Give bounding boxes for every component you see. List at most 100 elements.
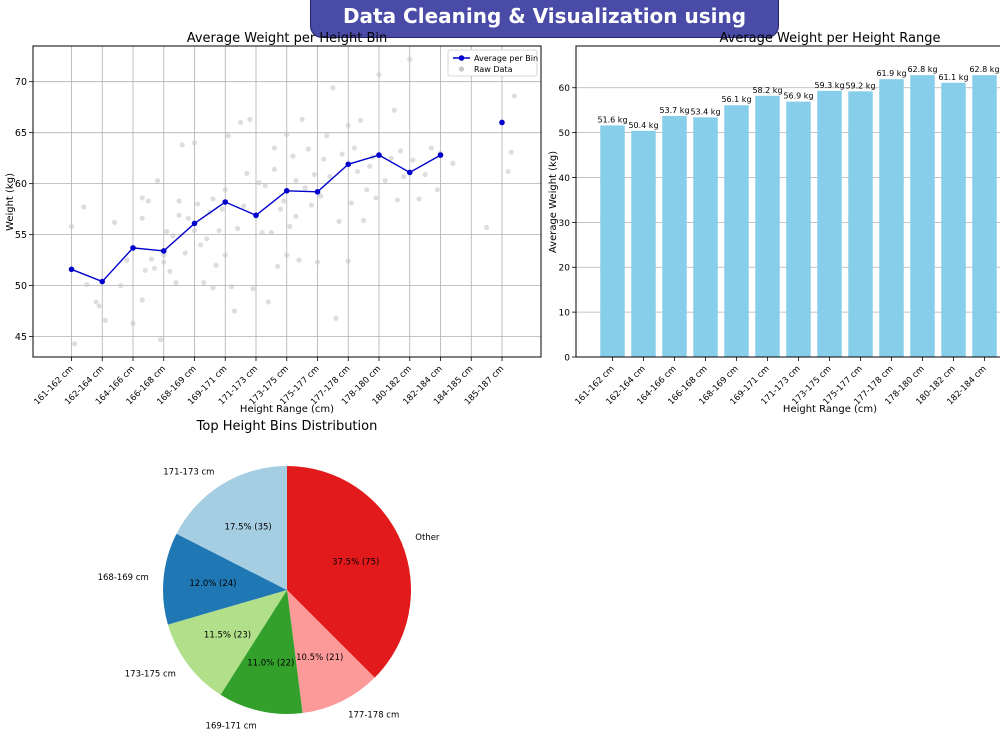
raw-data-point (222, 252, 228, 258)
pie-pct-label: 17.5% (35) (225, 523, 272, 533)
pie-slice-label: 171-173 cm (163, 468, 214, 478)
raw-data-point (164, 228, 170, 235)
raw-data-point (361, 217, 367, 223)
bar (786, 101, 811, 357)
raw-data-point (238, 119, 244, 126)
x-axis-label: Height Range (cm) (240, 404, 334, 415)
pie-pct-label: 11.5% (23) (204, 631, 251, 641)
raw-data-point (410, 157, 416, 163)
raw-data-point (176, 198, 182, 204)
raw-data-point (204, 236, 210, 242)
raw-data-point (293, 177, 299, 184)
raw-data-point (210, 196, 216, 202)
raw-data-point (158, 337, 164, 343)
bar-data-label: 53.7 kg (659, 106, 689, 115)
bar-data-label: 56.1 kg (721, 95, 751, 104)
bar (910, 75, 935, 357)
average-point (253, 212, 259, 219)
raw-data-point (71, 341, 78, 347)
y-tick-label: 50 (15, 281, 27, 292)
pie-slice-label: 173-175 cm (125, 669, 176, 679)
pie-slice (220, 590, 303, 715)
raw-data-point (161, 252, 167, 258)
bar-data-label: 62.8 kg (969, 65, 999, 74)
bar (972, 75, 997, 357)
raw-data-point (299, 116, 305, 123)
bar-data-label: 51.6 kg (597, 115, 627, 124)
raw-data-point (139, 297, 145, 303)
raw-data-point (357, 117, 364, 124)
raw-data-point (118, 283, 124, 289)
y-axis-label: Average Weight (kg) (548, 151, 559, 253)
page-title: Data Cleaning & Visualization using Pyth… (310, 0, 779, 66)
average-point (345, 161, 352, 168)
raw-data-point (311, 171, 318, 178)
pie-pct-label: 37.5% (75) (332, 558, 379, 568)
raw-data-point (388, 155, 394, 161)
raw-data-point (182, 250, 188, 256)
raw-data-point (293, 213, 299, 219)
raw-data-point (185, 215, 191, 221)
raw-data-point (508, 149, 514, 155)
raw-data-point (373, 195, 379, 201)
raw-data-point (228, 284, 234, 290)
bar-data-label: 53.4 kg (690, 107, 720, 116)
y-tick-label: 50 (559, 129, 571, 139)
raw-data-point (219, 206, 225, 212)
raw-data-point (250, 286, 256, 292)
raw-data-point (81, 204, 87, 210)
bar (693, 117, 718, 357)
bar (755, 95, 780, 358)
raw-data-point (274, 263, 281, 269)
raw-data-point (244, 170, 250, 177)
pie-pct-label: 11.0% (22) (247, 659, 294, 669)
raw-data-point (139, 215, 145, 221)
raw-data-point (231, 308, 238, 314)
legend: Average per Bin Raw Data (447, 49, 538, 77)
raw-data-point (167, 268, 173, 274)
average-point (283, 187, 290, 194)
pie-pct-label: 12.0% (24) (189, 579, 236, 589)
raw-data-point (201, 279, 207, 286)
raw-data-point (278, 206, 284, 212)
bar (817, 90, 842, 357)
y-tick-label: 65 (15, 128, 27, 139)
raw-data-point (130, 320, 136, 326)
raw-data-point (428, 145, 434, 151)
pie-slice-label: 168-169 cm (98, 573, 149, 583)
raw-data-point (330, 85, 336, 91)
bar (600, 125, 625, 358)
pie-slice-label: 169-171 cm (206, 722, 257, 732)
raw-data-point (241, 203, 247, 209)
raw-data-point (198, 242, 204, 248)
raw-data-point (308, 202, 314, 208)
raw-data-point (314, 259, 321, 265)
raw-data-point (348, 200, 354, 206)
average-point (437, 152, 444, 158)
y-tick-label: 45 (15, 332, 27, 343)
average-point (499, 119, 505, 126)
raw-data-point (324, 133, 330, 139)
raw-data-point (271, 166, 278, 172)
legend-marker (458, 55, 465, 61)
chart-title: Top Height Bins Distribution (196, 419, 378, 434)
raw-data-point (170, 233, 176, 239)
raw-data-point (148, 256, 155, 262)
raw-data-point (145, 198, 151, 204)
average-point (160, 248, 167, 254)
raw-data-point (262, 183, 268, 189)
average-point (376, 152, 382, 158)
bar-data-label: 62.8 kg (907, 65, 937, 74)
raw-data-point (290, 153, 296, 159)
raw-data-point (142, 267, 148, 273)
raw-data-point (194, 201, 201, 207)
raw-data-point (367, 163, 373, 169)
pie-slice (287, 466, 411, 678)
raw-data-point (327, 173, 333, 180)
y-tick-label: 0 (564, 354, 570, 364)
pie-slice (163, 533, 287, 625)
raw-data-point (434, 187, 441, 193)
bar-data-label: 61.9 kg (876, 69, 906, 78)
